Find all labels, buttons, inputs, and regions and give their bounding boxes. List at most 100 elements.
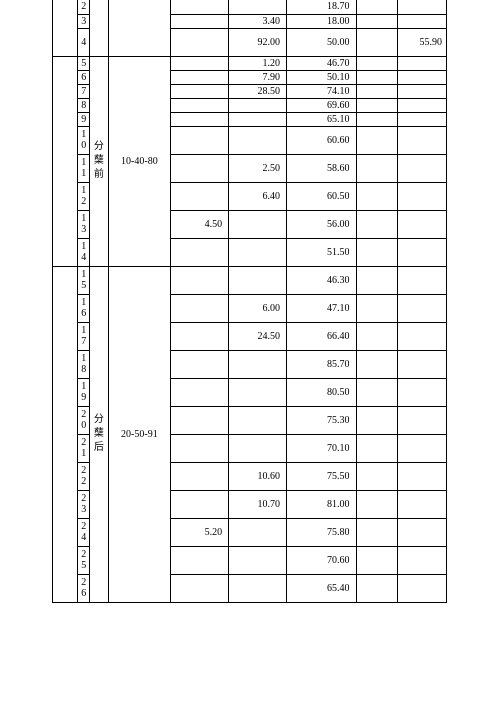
val-3: 75.80 <box>287 518 357 546</box>
table-row: 15分蘖后20-50-9146.30 <box>53 266 447 294</box>
val-5 <box>398 434 447 462</box>
val-2 <box>229 546 287 574</box>
val-2 <box>229 378 287 406</box>
val-5 <box>398 112 447 126</box>
row-index: 6 <box>78 70 90 84</box>
phase-label: 分蘖前 <box>90 56 109 266</box>
val-4 <box>356 56 398 70</box>
val-2 <box>229 210 287 238</box>
val-2: 24.50 <box>229 322 287 350</box>
val-4 <box>356 84 398 98</box>
val-2 <box>229 0 287 14</box>
code-label: 20-50-91 <box>108 266 171 602</box>
val-4 <box>356 70 398 84</box>
val-3: 81.00 <box>287 490 357 518</box>
row-index: 24 <box>78 518 90 546</box>
val-3: 75.50 <box>287 462 357 490</box>
val-3: 70.60 <box>287 546 357 574</box>
row-index: 25 <box>78 546 90 574</box>
val-4 <box>356 154 398 182</box>
val-4 <box>356 0 398 14</box>
val-4 <box>356 490 398 518</box>
val-5 <box>398 70 447 84</box>
val-4 <box>356 266 398 294</box>
group-col <box>53 0 78 56</box>
val-2: 6.00 <box>229 294 287 322</box>
val-4 <box>356 462 398 490</box>
val-3: 56.00 <box>287 210 357 238</box>
val-5 <box>398 182 447 210</box>
val-1 <box>171 406 229 434</box>
val-4 <box>356 182 398 210</box>
row-index: 19 <box>78 378 90 406</box>
val-5 <box>398 84 447 98</box>
val-4 <box>356 112 398 126</box>
val-2: 2.50 <box>229 154 287 182</box>
val-1 <box>171 574 229 602</box>
val-5 <box>398 322 447 350</box>
val-1 <box>171 266 229 294</box>
val-3: 46.30 <box>287 266 357 294</box>
val-3: 75.30 <box>287 406 357 434</box>
val-1 <box>171 350 229 378</box>
val-3: 65.40 <box>287 574 357 602</box>
row-index: 8 <box>78 98 90 112</box>
val-5 <box>398 238 447 266</box>
row-index: 5 <box>78 56 90 70</box>
val-3: 60.50 <box>287 182 357 210</box>
group-col <box>53 266 78 602</box>
row-index: 22 <box>78 462 90 490</box>
val-5 <box>398 0 447 14</box>
val-3: 47.10 <box>287 294 357 322</box>
val-1 <box>171 56 229 70</box>
val-2 <box>229 406 287 434</box>
row-index: 20 <box>78 406 90 434</box>
val-4 <box>356 294 398 322</box>
val-1: 5.20 <box>171 518 229 546</box>
val-5 <box>398 56 447 70</box>
val-5 <box>398 126 447 154</box>
val-4 <box>356 126 398 154</box>
val-2: 1.20 <box>229 56 287 70</box>
val-5 <box>398 266 447 294</box>
val-2: 28.50 <box>229 84 287 98</box>
row-index: 3 <box>78 14 90 28</box>
row-index: 17 <box>78 322 90 350</box>
val-3: 50.00 <box>287 28 357 56</box>
val-5 <box>398 98 447 112</box>
val-5 <box>398 378 447 406</box>
val-2 <box>229 574 287 602</box>
val-4 <box>356 322 398 350</box>
val-5 <box>398 518 447 546</box>
val-5 <box>398 406 447 434</box>
val-1 <box>171 546 229 574</box>
val-2: 92.00 <box>229 28 287 56</box>
val-2 <box>229 126 287 154</box>
row-index: 7 <box>78 84 90 98</box>
val-1 <box>171 126 229 154</box>
val-4 <box>356 546 398 574</box>
row-index: 16 <box>78 294 90 322</box>
val-5 <box>398 574 447 602</box>
val-5 <box>398 350 447 378</box>
val-5 <box>398 14 447 28</box>
val-1 <box>171 490 229 518</box>
val-5 <box>398 546 447 574</box>
val-4 <box>356 518 398 546</box>
val-5 <box>398 490 447 518</box>
val-3: 80.50 <box>287 378 357 406</box>
val-3: 85.70 <box>287 350 357 378</box>
val-1 <box>171 322 229 350</box>
val-2 <box>229 98 287 112</box>
val-2 <box>229 518 287 546</box>
val-5 <box>398 462 447 490</box>
phase-label: 分蘖后 <box>90 266 109 602</box>
val-2 <box>229 350 287 378</box>
val-2: 3.40 <box>229 14 287 28</box>
val-4 <box>356 210 398 238</box>
group-col <box>53 56 78 266</box>
row-index: 9 <box>78 112 90 126</box>
val-2 <box>229 112 287 126</box>
row-index: 11 <box>78 154 90 182</box>
val-3: 66.40 <box>287 322 357 350</box>
